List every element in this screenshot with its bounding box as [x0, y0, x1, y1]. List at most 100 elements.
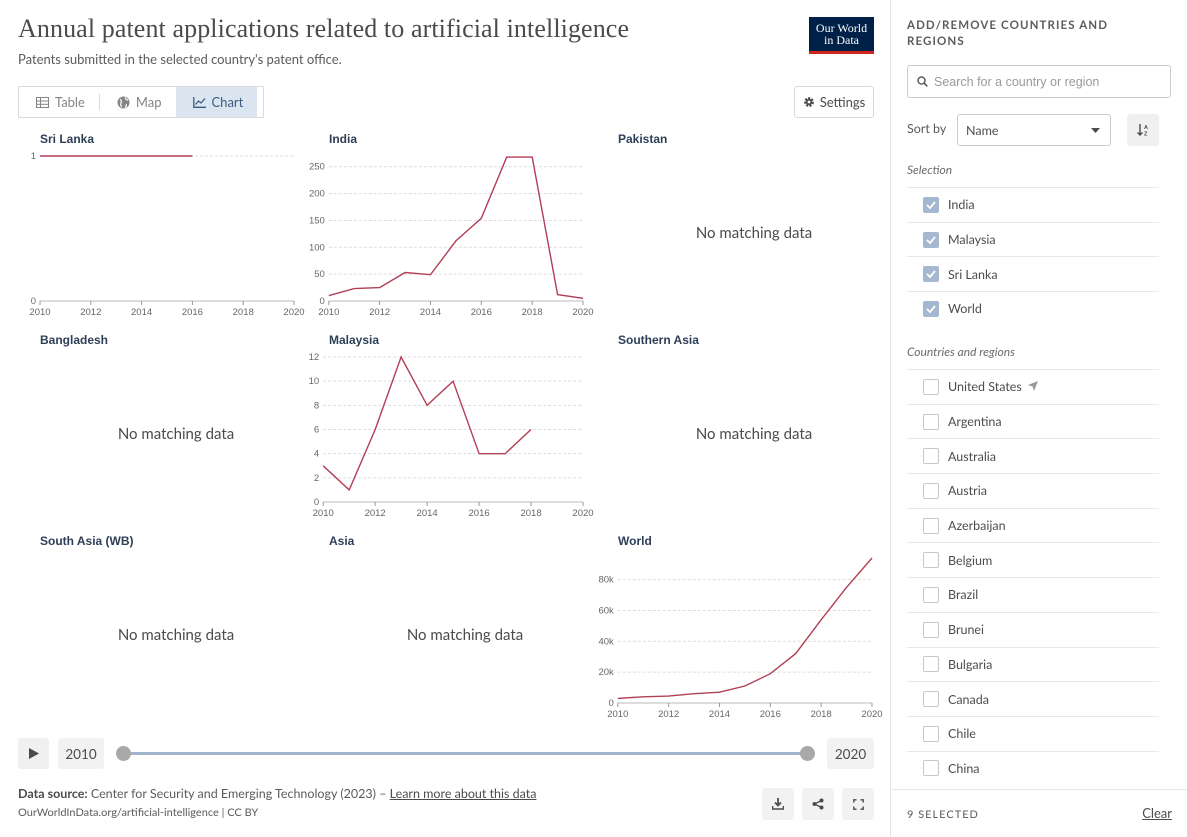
play-button[interactable] [18, 738, 49, 769]
x-tick-label: 2012 [369, 307, 390, 318]
y-tick-label: 250 [309, 162, 325, 173]
x-tick-label: 2018 [522, 307, 543, 318]
entity-item[interactable]: Bulgaria [907, 647, 1159, 682]
search-box[interactable] [907, 65, 1171, 98]
x-tick-label: 2012 [365, 508, 386, 519]
timeline-start-year[interactable]: 2010 [58, 738, 104, 769]
checkbox[interactable] [923, 266, 939, 282]
data-source: Data source: Center for Security and Eme… [18, 786, 536, 801]
facet-title: Southern Asia [618, 333, 699, 347]
x-tick-label: 2018 [233, 307, 254, 318]
facet-title: Pakistan [618, 132, 667, 146]
clear-button[interactable]: Clear [1142, 805, 1172, 821]
y-tick-label: 2 [314, 473, 319, 484]
sort-select-value: Name [966, 123, 998, 138]
checkbox[interactable] [923, 483, 939, 499]
sort-select[interactable]: Name [957, 114, 1111, 146]
checkbox[interactable] [923, 197, 939, 213]
timeline-end-year[interactable]: 2020 [827, 738, 874, 769]
selected-count: 9 selected [907, 808, 979, 821]
sort-direction-button[interactable]: AZ [1127, 114, 1159, 146]
entity-label: China [948, 761, 980, 776]
y-tick-label: 50 [314, 269, 325, 280]
facet-grid: 0120102012201420162018202005010015020025… [0, 0, 890, 837]
fullscreen-button[interactable] [842, 788, 874, 820]
checkbox[interactable] [923, 760, 939, 776]
selected-list: India MalaysiaSri LankaWorld [907, 187, 1159, 326]
check-icon [926, 236, 936, 244]
x-tick-label: 2010 [607, 709, 628, 720]
x-tick-label: 2016 [182, 307, 203, 318]
checkbox[interactable] [923, 726, 939, 742]
x-tick-label: 2016 [760, 709, 781, 720]
y-tick-label: 0 [320, 296, 325, 307]
entity-item[interactable]: China [907, 751, 1159, 786]
selected-entity-item[interactable]: Sri Lanka [907, 256, 1159, 291]
checkbox[interactable] [923, 691, 939, 707]
y-tick-label: 200 [309, 189, 325, 200]
checkbox[interactable] [923, 232, 939, 248]
x-tick-label: 2016 [471, 307, 492, 318]
checkbox[interactable] [923, 301, 939, 317]
share-icon [812, 798, 824, 810]
entity-selector: Add/remove countries and regions Sort by… [890, 0, 1187, 837]
entity-label: Chile [948, 726, 976, 741]
x-tick-label: 2012 [80, 307, 101, 318]
checkbox[interactable] [923, 448, 939, 464]
timeline-track[interactable] [124, 752, 808, 755]
check-icon [926, 270, 936, 278]
entity-item[interactable]: Brazil [907, 577, 1159, 612]
checkbox[interactable] [923, 622, 939, 638]
selected-entity-item[interactable]: India [907, 187, 1159, 222]
selected-entity-item[interactable]: Malaysia [907, 222, 1159, 257]
y-tick-label: 6 [314, 425, 319, 436]
y-tick-label: 0 [314, 497, 319, 508]
x-tick-label: 2016 [469, 508, 490, 519]
checkbox[interactable] [923, 518, 939, 534]
entity-item[interactable]: Australia [907, 438, 1159, 473]
check-icon [926, 305, 936, 313]
x-tick-label: 2014 [417, 508, 438, 519]
y-tick-label: 80k [598, 575, 614, 586]
entity-item[interactable]: Austria [907, 473, 1159, 508]
download-button[interactable] [762, 788, 794, 820]
entity-item[interactable]: Chile [907, 716, 1159, 751]
checkbox[interactable] [923, 587, 939, 603]
selection-label: Selection [907, 162, 952, 177]
checkbox[interactable] [923, 656, 939, 672]
entity-label: Canada [948, 692, 989, 707]
entity-item[interactable]: Azerbaijan [907, 508, 1159, 543]
series-line [618, 558, 872, 698]
share-button[interactable] [802, 788, 834, 820]
entity-label: Brunei [948, 622, 984, 637]
x-tick-label: 2018 [520, 508, 541, 519]
x-tick-label: 2018 [811, 709, 832, 720]
timeline-end-handle[interactable] [800, 746, 815, 761]
countries-list: United States Argentina Australia AustriaAz… [907, 369, 1159, 785]
entity-label: India [948, 197, 975, 212]
entity-label: Australia [948, 449, 996, 464]
search-input[interactable] [934, 75, 1154, 89]
y-tick-label: 1 [31, 151, 36, 162]
entity-label: United States [948, 379, 1022, 394]
x-tick-label: 2014 [420, 307, 441, 318]
entity-item[interactable]: Belgium [907, 542, 1159, 577]
checkbox[interactable] [923, 414, 939, 430]
entity-item[interactable]: Canada [907, 681, 1159, 716]
sidebar-heading: Add/remove countries and regions [907, 18, 1157, 50]
checkbox[interactable] [923, 552, 939, 568]
learn-more-link[interactable]: Learn more about this data [390, 786, 537, 801]
x-tick-label: 2020 [861, 709, 882, 720]
countries-label: Countries and regions [907, 344, 1015, 359]
entity-item[interactable]: Brunei [907, 612, 1159, 647]
x-tick-label: 2014 [709, 709, 730, 720]
selected-entity-item[interactable]: World [907, 291, 1159, 326]
y-tick-label: 4 [314, 449, 319, 460]
facet-title: Asia [329, 534, 354, 548]
y-tick-label: 20k [598, 667, 614, 678]
entity-item[interactable]: United States [907, 369, 1159, 404]
timeline-start-handle[interactable] [116, 746, 131, 761]
entity-item[interactable]: Argentina [907, 404, 1159, 439]
x-tick-label: 2010 [313, 508, 334, 519]
checkbox[interactable] [923, 379, 939, 395]
